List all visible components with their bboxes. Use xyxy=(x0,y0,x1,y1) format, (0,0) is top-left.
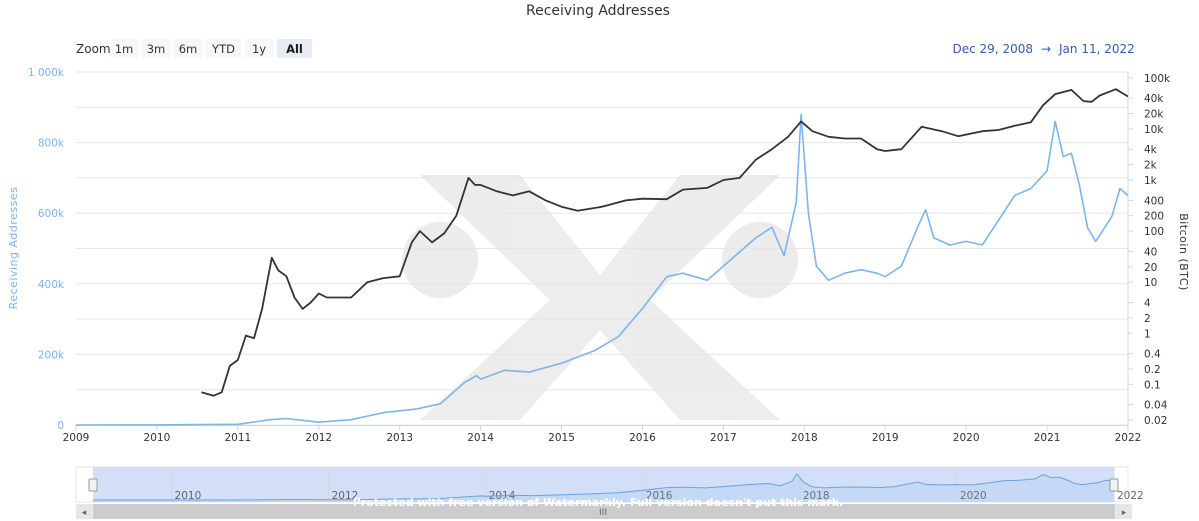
plot-area xyxy=(75,88,1129,426)
left-axis-title: Receiving Addresses xyxy=(7,187,20,310)
grid xyxy=(76,71,1128,426)
right-axis-tick-label: 40k xyxy=(1144,93,1164,105)
zoom-label: Zoom xyxy=(76,42,111,56)
zoom-button-label[interactable]: 1m xyxy=(115,42,134,56)
right-axis-title: Bitcoin (BTC) xyxy=(1177,213,1190,291)
right-axis-tick-label: 4 xyxy=(1144,297,1151,309)
zoom-button-label[interactable]: YTD xyxy=(211,42,235,56)
chart-title: Receiving Addresses xyxy=(526,3,670,19)
x-axis-tick-label: 2022 xyxy=(1115,432,1142,444)
navigator-left-handle[interactable] xyxy=(88,478,98,492)
x-axis-tick-label: 2011 xyxy=(224,432,251,444)
left-axis-tick-label: 800k xyxy=(38,138,65,150)
zoom-button-label[interactable]: 6m xyxy=(179,42,198,56)
right-axis-tick-label: 1 xyxy=(1144,328,1151,340)
right-axis-tick-label: 0.1 xyxy=(1144,379,1161,391)
zoom-button-label[interactable]: 1y xyxy=(252,42,266,56)
zoom-button-bg[interactable] xyxy=(245,39,273,58)
zoom-button-label[interactable]: All xyxy=(286,42,303,56)
scrollbar-thumb[interactable] xyxy=(93,504,1115,519)
x-axis-tick-label: 2016 xyxy=(629,432,656,444)
x-axis-tick-label: 2017 xyxy=(710,432,737,444)
zoom-button-bg[interactable] xyxy=(174,39,202,58)
left-axis-tick-label: 600k xyxy=(38,208,65,220)
right-axis-tick-label: 400 xyxy=(1144,195,1164,207)
zoom-button-bg[interactable] xyxy=(110,39,138,58)
zoom-buttons: 1m 3m 6m YTD 1y All xyxy=(110,39,312,58)
watermark-logo xyxy=(402,175,798,420)
right-axis-tick-label: 0.02 xyxy=(1144,415,1167,427)
zoom-button-label[interactable]: 3m xyxy=(147,42,166,56)
navigator-tick-label: 2016 xyxy=(646,490,673,502)
navigator-right-handle[interactable] xyxy=(1109,478,1119,492)
right-axis-tick-label: 4k xyxy=(1144,144,1158,156)
navigator-series-line xyxy=(93,473,1115,501)
zoom-button-1m[interactable]: 1m xyxy=(110,39,138,58)
x-axis-tick-label: 2009 xyxy=(63,432,90,444)
right-axis-tick-label: 10k xyxy=(1144,124,1164,136)
navigator-tick-label: 2022 xyxy=(1117,490,1144,502)
zoom-button-6m[interactable]: 6m xyxy=(174,39,202,58)
navigator-series-area xyxy=(93,474,1114,502)
navigator-tick-label: 2012 xyxy=(332,490,359,502)
x-axis: 2009 2010 2011 2012 2013 2014 2015 2016 2017 2018… xyxy=(63,425,1142,444)
right-axis-tick-label: 200 xyxy=(1144,211,1164,223)
zoom-button-1y[interactable]: 1y xyxy=(245,39,273,58)
scroll-left-icon: ◂ xyxy=(82,508,87,518)
right-axis-tick-label: 100 xyxy=(1144,226,1164,238)
left-axis-tick-label: 0 xyxy=(57,420,64,432)
range-arrow: → xyxy=(1041,42,1051,56)
navigator-tick-label: 2010 xyxy=(175,490,202,502)
right-axis-tick-label: 1k xyxy=(1144,175,1158,187)
x-axis-tick-label: 2019 xyxy=(872,432,899,444)
scroll-left-button[interactable] xyxy=(76,504,92,519)
range-from-date[interactable]: Dec 29, 2008 xyxy=(953,42,1033,56)
x-axis-tick-label: 2020 xyxy=(953,432,980,444)
right-axis-tick-label: 0.4 xyxy=(1144,349,1161,361)
zoom-button-all[interactable]: All xyxy=(277,39,312,58)
watermark-caption: Protected with free version of Watermark… xyxy=(353,496,843,509)
right-axis-tick-label: 10 xyxy=(1144,277,1157,289)
zoom-button-ytd[interactable]: YTD xyxy=(206,39,241,58)
right-axis-tick-label: 100k xyxy=(1144,73,1171,85)
range-selector: Zoom 1m 3m 6m YTD 1y All Dec 29, 2008 → Jan 1… xyxy=(76,39,1135,58)
right-axis-tick-label: 2 xyxy=(1144,313,1151,325)
range-to-date[interactable]: Jan 11, 2022 xyxy=(1058,42,1135,56)
left-axis-tick-label: 400k xyxy=(38,279,65,291)
zoom-button-bg[interactable] xyxy=(277,39,312,58)
left-axis: 0 200k 400k 600k 800k 1 000k xyxy=(28,67,65,432)
right-axis-tick-label: 0.04 xyxy=(1144,400,1168,412)
right-axis-tick-label: 2k xyxy=(1144,160,1158,172)
bitcoin-price-line xyxy=(201,88,1129,397)
x-axis-tick-label: 2010 xyxy=(144,432,171,444)
x-axis-tick-label: 2013 xyxy=(386,432,413,444)
right-axis-tick-label: 20k xyxy=(1144,109,1164,121)
zoom-button-bg[interactable] xyxy=(206,39,241,58)
navigator-tick-label: 2020 xyxy=(960,490,987,502)
x-axis-tick-label: 2014 xyxy=(467,432,494,444)
zoom-button-bg[interactable] xyxy=(142,39,170,58)
receiving-addresses-line xyxy=(75,113,1129,426)
scroll-right-icon: ▸ xyxy=(1122,508,1127,518)
x-axis-tick-label: 2012 xyxy=(305,432,332,444)
scrollbar-grip-icon: III xyxy=(599,508,607,518)
left-axis-tick-label: 200k xyxy=(38,349,65,361)
right-axis-tick-label: 20 xyxy=(1144,262,1157,274)
right-axis-tick-label: 0.2 xyxy=(1144,364,1161,376)
right-axis: 0.02 0.04 0.1 0.2 0.4 1 2 4 10 20 40 100 200 400 1k 2k 4… xyxy=(1127,72,1171,427)
scrollbar[interactable]: ◂ ▸ III xyxy=(76,504,1132,519)
scroll-right-button[interactable] xyxy=(1116,504,1132,519)
left-axis-tick-label: 1 000k xyxy=(28,67,65,79)
navigator[interactable]: 2010 2012 2014 2016 2018 2020 2022 xyxy=(75,466,1144,503)
x-axis-tick-label: 2021 xyxy=(1034,432,1061,444)
x-axis-tick-label: 2018 xyxy=(791,432,818,444)
right-axis-tick-label: 40 xyxy=(1144,246,1157,258)
zoom-button-3m[interactable]: 3m xyxy=(142,39,170,58)
x-axis-tick-label: 2015 xyxy=(548,432,575,444)
navigator-tick-label: 2018 xyxy=(803,490,830,502)
